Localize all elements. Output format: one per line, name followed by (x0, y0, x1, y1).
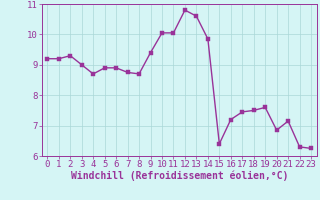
X-axis label: Windchill (Refroidissement éolien,°C): Windchill (Refroidissement éolien,°C) (70, 171, 288, 181)
